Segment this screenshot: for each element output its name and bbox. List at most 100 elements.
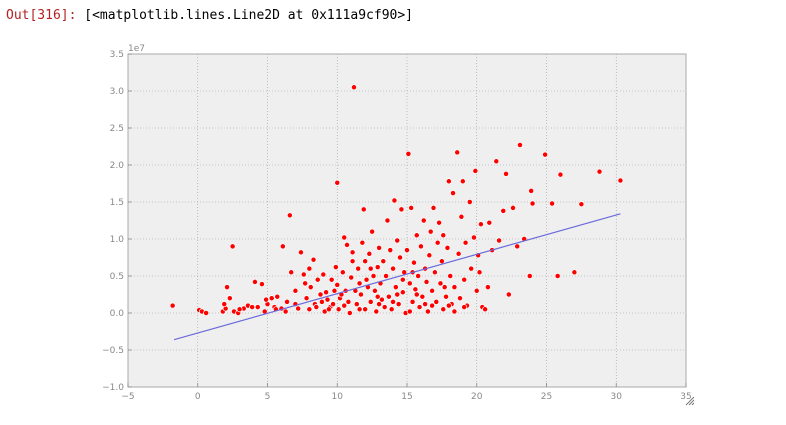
data-point bbox=[455, 250, 462, 257]
data-point bbox=[332, 264, 339, 271]
data-point bbox=[300, 271, 307, 278]
data-point bbox=[370, 273, 377, 279]
data-point bbox=[325, 306, 332, 313]
data-point bbox=[330, 301, 337, 308]
x-tick-label: 20 bbox=[471, 392, 483, 402]
data-point bbox=[320, 271, 327, 278]
data-point bbox=[236, 306, 243, 313]
data-point bbox=[571, 269, 578, 276]
data-point bbox=[373, 308, 380, 315]
data-point bbox=[367, 265, 374, 272]
data-point bbox=[371, 287, 378, 294]
data-point bbox=[306, 306, 313, 313]
data-point bbox=[274, 293, 281, 300]
data-point bbox=[445, 178, 452, 185]
data-point bbox=[436, 219, 443, 226]
data-point bbox=[503, 170, 509, 177]
data-point bbox=[288, 269, 295, 276]
data-point bbox=[476, 269, 483, 276]
data-point bbox=[374, 293, 381, 300]
data-point bbox=[334, 179, 341, 186]
data-point bbox=[404, 247, 410, 254]
data-point bbox=[356, 306, 363, 313]
data-point bbox=[306, 265, 313, 272]
data-point bbox=[221, 301, 228, 308]
data-point bbox=[471, 234, 477, 241]
data-point bbox=[437, 280, 444, 287]
data-point bbox=[249, 304, 256, 311]
data-point bbox=[349, 249, 356, 256]
data-points bbox=[169, 84, 624, 316]
data-point bbox=[376, 244, 383, 251]
data-point bbox=[440, 232, 447, 239]
data-point bbox=[443, 293, 450, 300]
data-point bbox=[369, 228, 376, 235]
x-tick-label: 35 bbox=[680, 392, 691, 402]
data-point bbox=[310, 256, 317, 263]
data-point bbox=[328, 276, 335, 283]
data-point bbox=[388, 306, 395, 313]
data-point bbox=[617, 177, 624, 184]
data-point bbox=[429, 287, 436, 294]
plot-area bbox=[128, 54, 686, 387]
data-point bbox=[341, 302, 348, 309]
data-point bbox=[302, 280, 309, 287]
data-point bbox=[458, 213, 465, 220]
resize-handle-icon[interactable] bbox=[683, 394, 695, 406]
data-point bbox=[422, 301, 429, 308]
data-point bbox=[203, 310, 210, 316]
data-point bbox=[385, 293, 392, 300]
data-point bbox=[514, 243, 521, 250]
data-point bbox=[376, 301, 383, 308]
data-point bbox=[298, 249, 304, 256]
data-point bbox=[395, 301, 402, 308]
data-point bbox=[378, 296, 385, 303]
y-exponent-label: 1e7 bbox=[128, 44, 145, 54]
data-point bbox=[362, 258, 369, 265]
y-tick-label: −1.0 bbox=[102, 383, 124, 393]
data-point bbox=[284, 298, 290, 305]
data-point bbox=[331, 287, 338, 294]
data-point bbox=[353, 301, 360, 308]
data-point bbox=[408, 204, 415, 211]
data-point bbox=[384, 217, 391, 224]
data-point bbox=[323, 289, 330, 296]
y-tick-label: 0.5 bbox=[110, 272, 124, 282]
data-point bbox=[505, 291, 512, 298]
data-point bbox=[381, 304, 388, 311]
data-point bbox=[429, 302, 436, 309]
data-point bbox=[356, 280, 363, 287]
data-point bbox=[380, 258, 387, 265]
data-point bbox=[292, 287, 299, 294]
data-point bbox=[387, 247, 394, 254]
data-point bbox=[444, 244, 451, 251]
data-point bbox=[473, 287, 480, 294]
data-point bbox=[445, 302, 452, 309]
data-point bbox=[459, 178, 466, 185]
data-point bbox=[224, 284, 230, 291]
data-point bbox=[324, 296, 331, 303]
data-point bbox=[318, 298, 325, 305]
data-point bbox=[419, 293, 426, 300]
data-point bbox=[406, 280, 413, 287]
data-point bbox=[424, 308, 431, 315]
data-point bbox=[398, 206, 405, 213]
data-point bbox=[303, 295, 310, 302]
data-point bbox=[344, 241, 350, 248]
y-tick-label: 2.0 bbox=[110, 161, 125, 171]
data-point bbox=[355, 265, 362, 272]
data-point bbox=[496, 237, 503, 244]
y-tick-label: 3.5 bbox=[110, 50, 124, 60]
data-point bbox=[390, 298, 396, 305]
data-point bbox=[413, 291, 420, 298]
data-point bbox=[169, 302, 176, 309]
data-point bbox=[440, 306, 447, 313]
data-point bbox=[341, 234, 348, 241]
data-point bbox=[279, 243, 286, 250]
data-point bbox=[526, 273, 533, 279]
data-point bbox=[251, 278, 258, 285]
data-point bbox=[528, 187, 535, 194]
data-point bbox=[434, 239, 441, 246]
data-point bbox=[461, 304, 468, 311]
